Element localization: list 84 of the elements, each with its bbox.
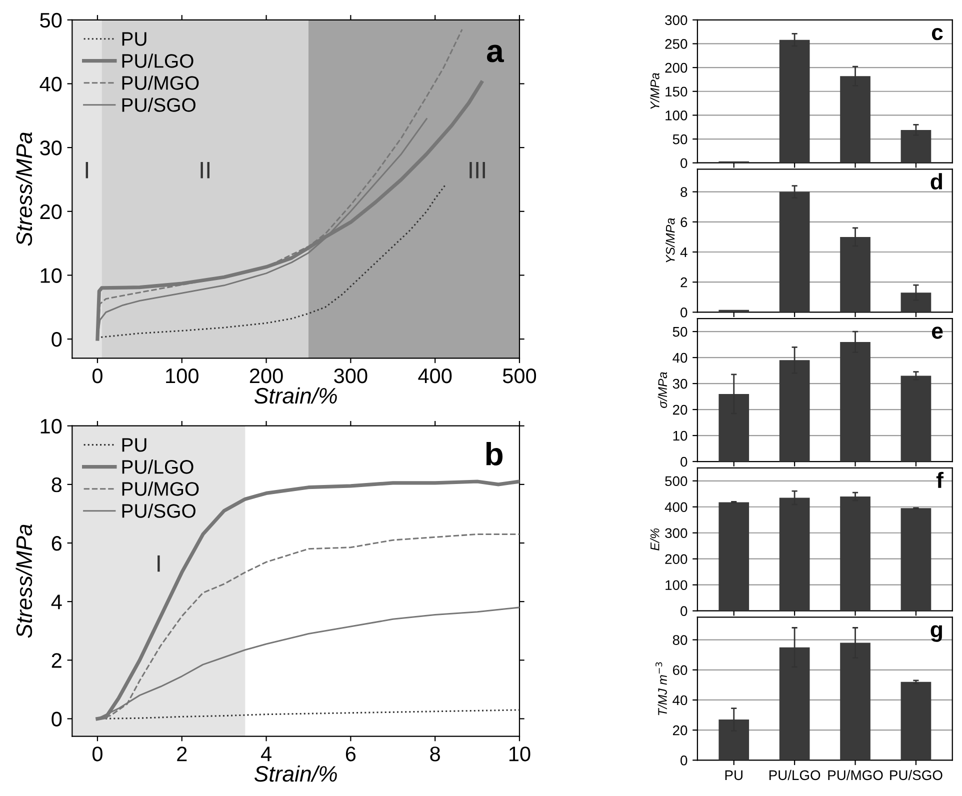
annotation: d [930,173,942,190]
legend-label: PU/LGO [122,460,194,474]
y-tick-label: 50 [672,326,688,337]
annotation: e [932,326,943,339]
y-tick-label: 10 [40,268,62,283]
y-tick-label: 2 [680,277,688,288]
band-label: I [86,162,88,178]
y-tick-label: 0 [680,158,688,168]
y-axis-title: Y/MPa [650,73,660,109]
y-tick-label: 8 [52,477,62,492]
y-tick-label: 20 [40,204,62,220]
annotation: a [487,44,504,62]
y-tick-label: 300 [665,15,688,26]
y-tick-label: 20 [672,725,688,736]
legend-label: PU/SGO [122,98,196,112]
y-tick-label: 100 [666,580,688,590]
x-tick-label: PU/MGO [828,770,883,780]
y-tick-label: 50 [672,134,688,144]
y-tick-label: 10 [40,418,62,434]
x-tick-label: 200 [250,368,283,384]
annotation: g [930,625,942,642]
y-tick-label: 60 [672,665,688,676]
y-tick-label: 50 [40,12,62,28]
y-axis-title: Stress/MPa [16,524,32,638]
y-tick-label: 4 [51,594,62,610]
legend-label: PU/MGO [122,76,199,90]
x-tick-label: 100 [166,368,198,384]
y-tick-label: 20 [672,404,688,415]
y-tick-label: 80 [672,635,688,645]
legend-label: PU [122,438,146,452]
y-tick-label: 8 [680,187,688,197]
y-tick-label: 100 [666,110,688,120]
y-tick-label: 250 [665,39,688,49]
x-tick-label: 8 [430,746,440,762]
y-axis-title: T/MJ m$^{−3}$ [656,662,667,716]
band-label: II [200,162,210,178]
y-tick-label: 0 [52,332,62,347]
x-axis-title: Strain/% [254,387,337,404]
y-tick-label: 0 [52,712,62,726]
x-tick-label: 0 [92,368,102,384]
x-tick-label: 0 [92,746,102,762]
y-tick-label: 4 [680,247,688,258]
y-tick-label: 300 [665,528,688,538]
y-tick-label: 40 [40,76,62,92]
x-tick-label: 300 [334,368,368,384]
y-tick-label: 2 [52,653,62,668]
x-tick-label: PU/LGO [769,770,820,780]
annotation: f [936,472,944,488]
x-tick-label: PU/SGO [890,770,942,780]
x-tick-label: 2 [177,746,187,762]
y-axis-title: Stress/MPa [16,132,32,246]
legend-label: PU/LGO [122,54,194,68]
y-tick-label: 40 [672,695,688,706]
legend-label: PU/SGO [122,504,196,518]
x-tick-label: 10 [509,746,530,762]
y-tick-label: 30 [672,378,688,389]
band-label: I [158,555,160,572]
band-label: III [470,162,485,178]
y-tick-label: 0 [680,606,688,616]
y-tick-label: 400 [664,502,688,512]
x-tick-label: 500 [502,368,536,384]
y-tick-label: 0 [680,456,688,467]
legend-label: PU/MGO [122,482,199,496]
y-tick-label: 0 [680,308,688,318]
y-tick-label: 30 [40,140,62,156]
x-tick-label: PU [725,770,742,780]
legend-label: PU [122,32,146,46]
x-tick-label: 6 [346,746,356,762]
x-tick-label: 4 [260,746,272,762]
y-tick-label: 200 [665,62,688,73]
y-tick-label: 500 [665,476,688,486]
y-tick-label: 150 [666,86,688,97]
y-tick-label: 40 [672,352,688,363]
annotation: b [486,442,503,466]
annotation: c [932,28,943,40]
x-tick-label: 400 [418,368,452,384]
y-axis-title: YS/MPa [666,218,675,262]
y-axis-title: σ/MPa [658,372,668,408]
y-tick-label: 6 [680,217,688,228]
x-axis-title: Strain/% [254,765,337,782]
y-tick-label: 200 [665,554,688,564]
y-axis-title: E/% [650,528,660,550]
y-tick-label: 10 [673,430,688,441]
y-tick-label: 6 [52,536,62,551]
